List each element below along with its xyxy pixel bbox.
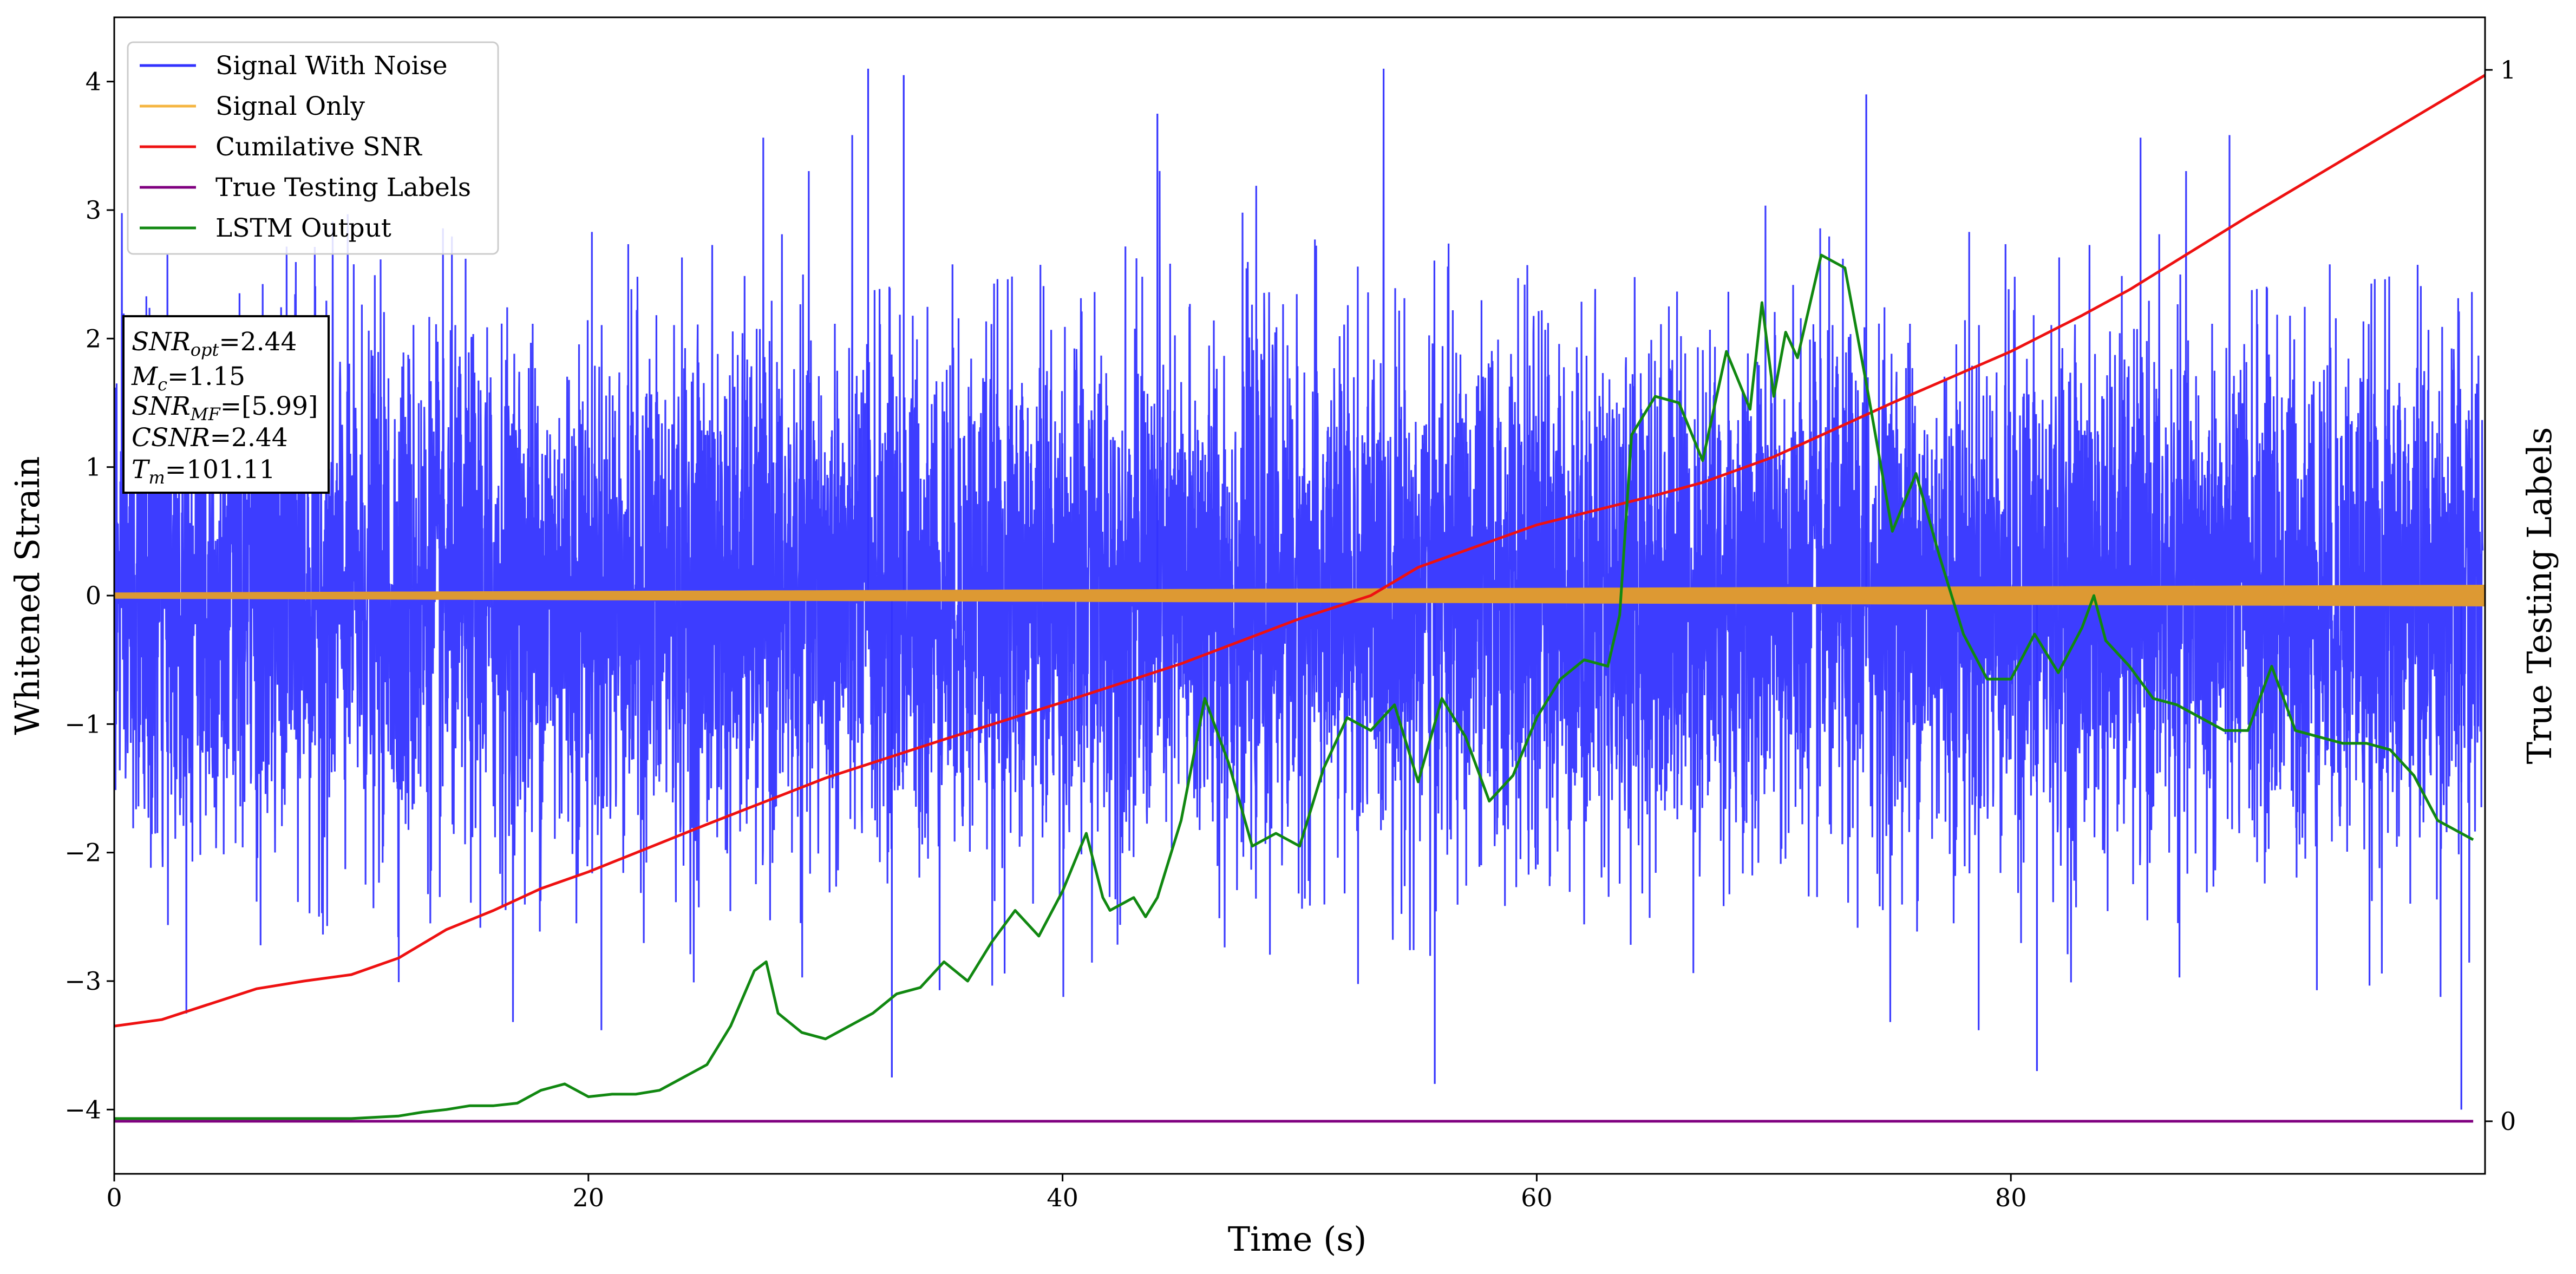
legend-label-true-testing-labels: True Testing Labels bbox=[215, 173, 471, 202]
y-tick-label: 2 bbox=[86, 324, 101, 353]
y-tick-label: 3 bbox=[86, 195, 101, 225]
series-signal-only bbox=[114, 584, 2485, 607]
y2-axis-label: True Testing Labels bbox=[2520, 427, 2559, 765]
y-tick-label: −3 bbox=[64, 966, 101, 996]
annotation-line-snr-opt: SNRopt=2.44 bbox=[132, 327, 297, 360]
annotation-line-csnr: CSNR=2.44 bbox=[132, 423, 288, 453]
annotation-line-tm: Tm=101.11 bbox=[132, 455, 276, 488]
x-tick-label: 0 bbox=[106, 1183, 122, 1212]
y-tick-label: −1 bbox=[64, 709, 101, 739]
annotation-frame bbox=[122, 315, 330, 494]
plot-area bbox=[114, 68, 2485, 1123]
legend-label-signal-with-noise: Signal With Noise bbox=[215, 51, 448, 81]
legend-label-signal-only: Signal Only bbox=[215, 92, 365, 121]
y-tick-label: 0 bbox=[86, 581, 101, 610]
x-tick-label: 40 bbox=[1047, 1183, 1078, 1212]
x-tick-label: 20 bbox=[573, 1183, 605, 1212]
annotation-line-snr-mf: SNRMF=[5.99] bbox=[132, 391, 318, 424]
parameter-annotation-box: SNRopt=2.44 Mc=1.15 SNRMF=[5.99] CSNR=2.… bbox=[122, 315, 330, 494]
y-tick-label: 4 bbox=[86, 67, 101, 96]
legend: Signal With Noise Signal Only Cumilative… bbox=[127, 41, 499, 255]
series-signal-with-noise bbox=[114, 68, 2484, 1030]
y2-tick-label: 1 bbox=[2500, 55, 2516, 84]
legend-label-cumilative-snr: Cumilative SNR bbox=[215, 132, 422, 162]
y2-tick-label: 0 bbox=[2500, 1107, 2516, 1136]
x-tick-label: 60 bbox=[1521, 1183, 1553, 1212]
y-tick-label: −4 bbox=[64, 1095, 101, 1124]
x-axis-label: Time (s) bbox=[1228, 1219, 1367, 1259]
y-axis-label: Whitened Strain bbox=[8, 456, 47, 735]
series-cumilative-snr bbox=[114, 74, 2485, 1028]
x-tick-label: 80 bbox=[1995, 1183, 2027, 1212]
y-tick-label: −2 bbox=[64, 838, 101, 867]
legend-label-lstm-output: LSTM Output bbox=[215, 213, 391, 243]
annotation-line-chirp-mass: Mc=1.15 bbox=[131, 362, 245, 395]
y-tick-label: 1 bbox=[86, 453, 101, 482]
legend-box bbox=[127, 41, 499, 255]
series-lstm-output bbox=[114, 253, 2474, 1120]
